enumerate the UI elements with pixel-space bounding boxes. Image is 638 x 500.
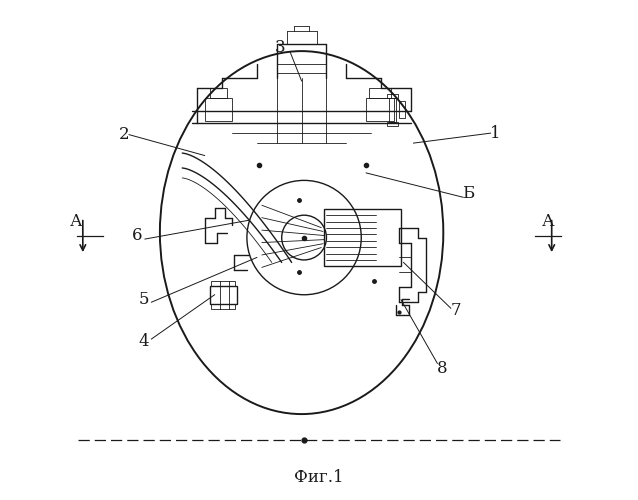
Text: 8: 8 — [437, 360, 448, 377]
Bar — [211, 304, 235, 308]
Text: Б: Б — [462, 185, 474, 202]
Text: 1: 1 — [490, 124, 501, 142]
Text: 2: 2 — [119, 126, 130, 143]
Text: 6: 6 — [132, 226, 143, 244]
Text: 4: 4 — [138, 333, 149, 350]
Bar — [369, 88, 391, 99]
Bar — [324, 208, 401, 266]
Bar — [210, 286, 237, 304]
Bar — [399, 101, 404, 118]
Bar — [210, 88, 227, 99]
Bar — [205, 98, 232, 120]
Text: 3: 3 — [275, 38, 286, 56]
Bar — [211, 281, 235, 286]
Text: 7: 7 — [450, 302, 461, 319]
Text: 5: 5 — [138, 291, 149, 308]
Bar — [366, 98, 394, 120]
Bar — [389, 98, 396, 122]
Text: А: А — [70, 212, 83, 230]
Text: Фиг.1: Фиг.1 — [294, 469, 344, 486]
Bar — [387, 122, 398, 126]
Text: А: А — [542, 212, 554, 230]
Bar — [387, 94, 398, 98]
